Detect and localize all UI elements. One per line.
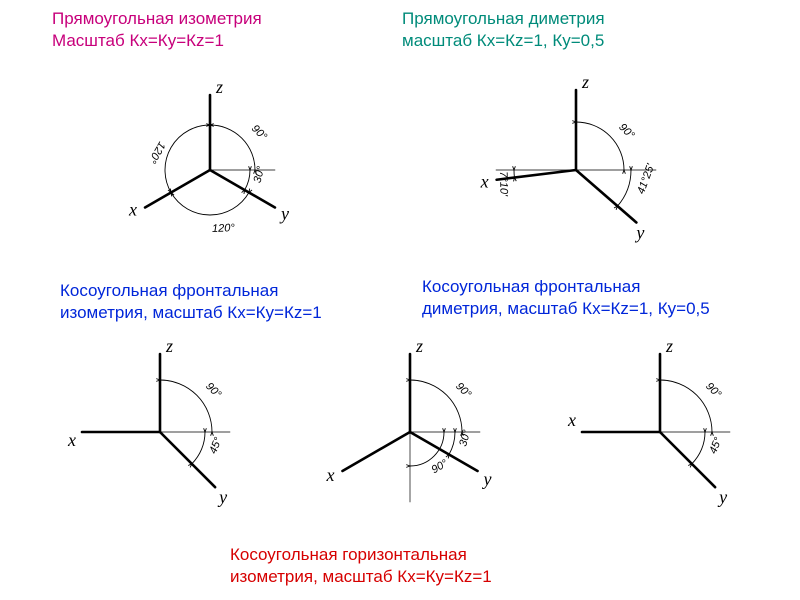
svg-text:30°: 30°: [457, 428, 473, 448]
svg-text:z: z: [165, 336, 173, 356]
svg-text:y: y: [634, 222, 644, 242]
diagrams-canvas: 120° 120° 30° 90° z x y 7°10' 41°25' 90° z x y 45° 90°…: [0, 0, 800, 600]
svg-text:45°: 45°: [207, 435, 225, 455]
svg-text:x: x: [67, 430, 76, 450]
svg-text:x: x: [480, 172, 489, 192]
svg-text:y: y: [217, 487, 227, 507]
svg-text:90°: 90°: [203, 380, 224, 401]
svg-text:7°10': 7°10': [497, 171, 509, 197]
svg-text:z: z: [415, 336, 423, 356]
svg-text:30°: 30°: [252, 164, 268, 184]
svg-text:y: y: [717, 487, 727, 507]
svg-text:z: z: [581, 72, 589, 92]
svg-text:z: z: [665, 336, 673, 356]
svg-text:120°: 120°: [145, 140, 167, 166]
svg-text:90°: 90°: [453, 380, 474, 401]
svg-text:90°: 90°: [430, 457, 451, 476]
svg-text:90°: 90°: [616, 121, 637, 142]
svg-text:90°: 90°: [703, 380, 724, 401]
svg-text:45°: 45°: [707, 435, 725, 455]
svg-text:y: y: [482, 469, 492, 489]
svg-text:41°25': 41°25': [635, 162, 657, 196]
svg-text:y: y: [279, 204, 289, 224]
svg-text:z: z: [215, 77, 223, 97]
svg-text:x: x: [128, 200, 137, 220]
svg-text:120°: 120°: [212, 222, 236, 235]
svg-text:x: x: [325, 465, 334, 485]
svg-text:x: x: [567, 410, 576, 430]
svg-text:90°: 90°: [249, 123, 270, 144]
